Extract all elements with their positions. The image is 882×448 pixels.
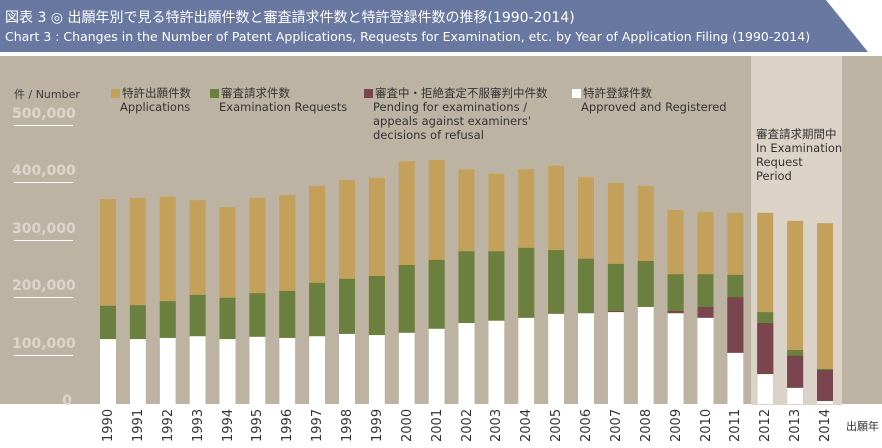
x-tick-label: 2014 <box>818 408 833 442</box>
bar-pending <box>697 306 714 318</box>
legend-label-ja: 特許登録件数 <box>583 86 652 100</box>
bar-approved <box>368 335 385 404</box>
y-tick-line <box>14 354 73 356</box>
bar-approved <box>697 317 714 404</box>
title-ja: 図表 3 ◎ 出願年別で見る特許出願件数と審査請求件数と特許登録件数の推移(19… <box>5 10 575 26</box>
bar-approved <box>249 336 266 404</box>
title-en: Chart 3 : Changes in the Number of Paten… <box>5 29 811 44</box>
y-tick-label: 200,000 <box>12 278 76 295</box>
x-tick-label: 2001 <box>429 408 445 442</box>
bar-approved <box>667 313 684 404</box>
annotation-en: Request <box>756 155 803 169</box>
legend-label-en: Examination Requests <box>219 100 348 114</box>
legend-label-ja: 審査中・拒絶査定不服審判中件数 <box>375 86 548 100</box>
bar-pending <box>787 355 804 388</box>
x-tick-label: 1993 <box>190 408 206 442</box>
bar-approved <box>159 337 176 404</box>
y-tick-line <box>14 182 73 184</box>
bar-approved <box>518 317 535 404</box>
x-tick-label: 2007 <box>608 408 624 442</box>
x-tick-label: 1996 <box>280 408 296 442</box>
x-tick-label: 1992 <box>160 408 176 442</box>
x-tick-label: 1994 <box>220 408 236 442</box>
legend-label-ja: 審査請求件数 <box>221 86 290 100</box>
legend-label-en: decisions of refusal <box>373 128 484 142</box>
y-tick-line <box>14 297 73 299</box>
y-tick-line <box>14 125 73 126</box>
bar-pending <box>727 297 744 353</box>
y-tick-label: 300,000 <box>12 220 76 237</box>
bar-approved <box>398 332 415 404</box>
legend-swatch-pending <box>364 89 373 98</box>
legend-swatch-requests <box>210 89 219 98</box>
x-tick-label: 2003 <box>489 408 505 442</box>
legend-label-en: Applications <box>120 100 191 114</box>
x-tick-label: 2008 <box>638 408 654 442</box>
x-tick-label: 2010 <box>698 408 714 442</box>
bar-approved <box>309 336 326 404</box>
bar-approved <box>578 313 594 404</box>
bar-approved <box>637 306 654 404</box>
legend-swatch-approved <box>572 89 581 98</box>
x-tick-label: 2009 <box>668 408 684 442</box>
legend-label-en: Approved and Registered <box>581 100 727 114</box>
x-tick-label: 2013 <box>788 408 804 442</box>
x-tick-label: 1998 <box>340 408 355 442</box>
y-tick-label: 100,000 <box>12 335 76 352</box>
bar-applications <box>817 223 833 404</box>
bar-approved <box>488 320 505 404</box>
legend-swatch-applications <box>111 89 120 98</box>
x-tick-label: 2012 <box>758 408 774 442</box>
x-tick-label: 2002 <box>459 408 475 442</box>
bar-pending <box>607 310 624 313</box>
annotation-ja: 審査請求期間中 <box>756 127 837 141</box>
x-tick-label: 2006 <box>579 408 594 442</box>
annotation-en: Period <box>756 169 792 183</box>
bar-approved <box>548 313 565 404</box>
x-tick-label: 1999 <box>369 408 385 442</box>
bar-approved <box>129 339 146 404</box>
legend-label-en: Pending for examinations / <box>373 100 528 114</box>
bar-approved <box>219 339 236 404</box>
header-banner <box>0 0 868 52</box>
legend-pending: 審査中・拒絶査定不服審判中件数 Pending for examinations… <box>364 86 548 142</box>
bar-approved <box>100 339 116 404</box>
bar-approved <box>817 401 833 404</box>
x-tick-label: 2004 <box>519 408 535 442</box>
chart-header: 図表 3 ◎ 出願年別で見る特許出願件数と審査請求件数と特許登録件数の推移(19… <box>0 0 882 52</box>
bar-approved <box>757 374 774 404</box>
bar-approved <box>279 337 296 404</box>
x-tick-label: 1997 <box>310 408 326 442</box>
legend-applications: 特許出願件数 Applications <box>111 86 191 114</box>
x-tick-label: 1991 <box>130 408 146 442</box>
bar-approved <box>428 328 445 404</box>
legend-label-en: appeals against examiners' <box>373 114 532 128</box>
bar-pending <box>757 323 774 375</box>
bar-approved <box>189 336 206 404</box>
bar-approved <box>727 352 744 404</box>
legend-label-ja: 特許出願件数 <box>122 86 191 100</box>
bar-pending <box>817 370 833 402</box>
x-tick-label: 2000 <box>399 408 415 442</box>
y-tick-line <box>14 239 73 241</box>
y-axis-label: 件 / Number <box>14 88 80 101</box>
bar-approved <box>339 333 355 404</box>
x-axis-label: 出願年 <box>846 420 879 433</box>
legend-examination-requests: 審査請求件数 Examination Requests <box>210 86 347 114</box>
bar-approved <box>607 312 624 404</box>
x-tick-label: 2005 <box>549 408 565 442</box>
legend-approved: 特許登録件数 Approved and Registered <box>572 86 727 114</box>
annotation-en: In Examination <box>756 141 843 155</box>
y-tick-label: 400,000 <box>12 163 76 180</box>
y-tick-label: 500,000 <box>12 106 76 122</box>
x-tick-label: 1990 <box>101 408 116 442</box>
x-tick-label: 2011 <box>728 408 744 442</box>
bar-approved <box>458 323 475 404</box>
bar-approved <box>787 387 804 404</box>
bar-pending <box>667 310 684 314</box>
y-tick-label: 0 <box>62 393 72 409</box>
exam-period-annotation: 審査請求期間中 In Examination Request Period <box>756 127 842 183</box>
x-tick-label: 1995 <box>250 408 266 442</box>
